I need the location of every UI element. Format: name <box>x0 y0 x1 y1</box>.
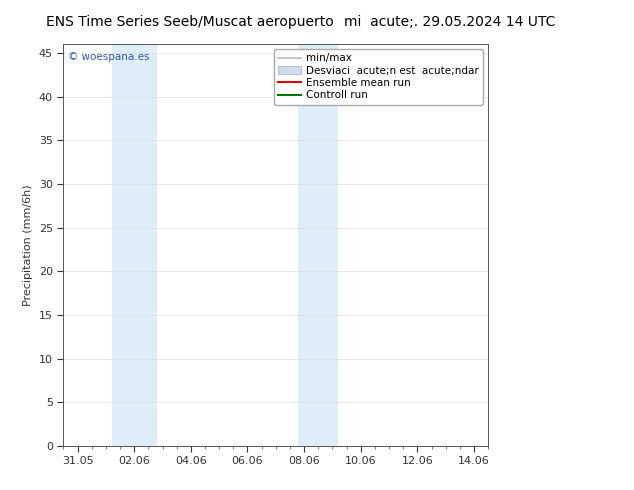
Text: © woespana.es: © woespana.es <box>68 52 149 62</box>
Text: ENS Time Series Seeb/Muscat aeropuerto: ENS Time Series Seeb/Muscat aeropuerto <box>46 15 334 29</box>
Legend: min/max, Desviaci  acute;n est  acute;ndar, Ensemble mean run, Controll run: min/max, Desviaci acute;n est acute;ndar… <box>274 49 483 104</box>
Y-axis label: Precipitation (mm/6h): Precipitation (mm/6h) <box>23 184 34 306</box>
Bar <box>299 44 338 446</box>
Bar <box>112 44 157 446</box>
Text: mi  acute;. 29.05.2024 14 UTC: mi acute;. 29.05.2024 14 UTC <box>344 15 556 29</box>
